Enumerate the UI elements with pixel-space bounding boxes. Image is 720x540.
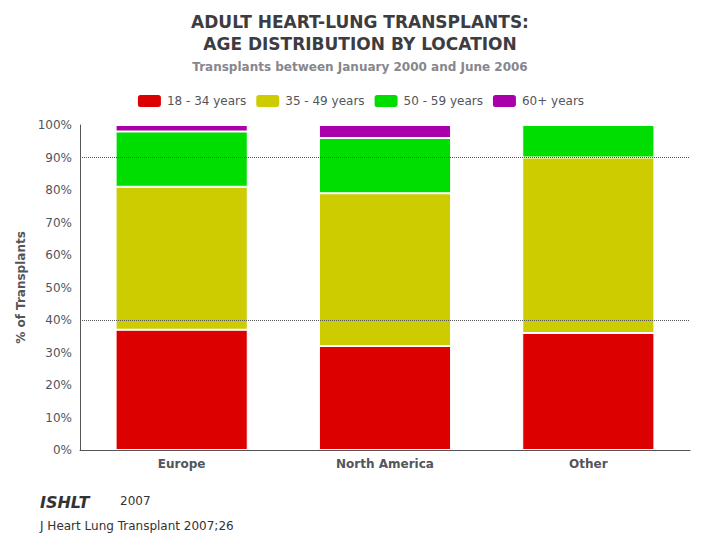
svg-text:30%: 30% [45, 346, 72, 360]
svg-text:10%: 10% [45, 411, 72, 425]
svg-text:40%: 40% [45, 313, 72, 327]
svg-text:Europe: Europe [158, 457, 206, 471]
svg-text:50 - 59 years: 50 - 59 years [404, 94, 483, 108]
svg-text:ADULT HEART-LUNG TRANSPLANTS:: ADULT HEART-LUNG TRANSPLANTS: [191, 12, 529, 32]
svg-text:20%: 20% [45, 378, 72, 392]
svg-text:18 - 34 years: 18 - 34 years [167, 94, 246, 108]
svg-text:60%: 60% [45, 248, 72, 262]
svg-text:AGE DISTRIBUTION BY LOCATION: AGE DISTRIBUTION BY LOCATION [203, 34, 516, 54]
svg-text:J Heart Lung Transplant 2007;2: J Heart Lung Transplant 2007;26 [39, 519, 234, 533]
svg-text:60+ years: 60+ years [522, 94, 584, 108]
svg-text:100%: 100% [38, 118, 72, 132]
svg-text:35 - 49 years: 35 - 49 years [285, 94, 364, 108]
svg-text:% of Transplants: % of Transplants [14, 231, 28, 344]
svg-text:Transplants between January 20: Transplants between January 2000 and Jun… [192, 60, 527, 74]
svg-text:50%: 50% [45, 281, 72, 295]
svg-text:80%: 80% [45, 183, 72, 197]
svg-text:ISHLT: ISHLT [40, 493, 90, 512]
svg-text:90%: 90% [45, 151, 72, 165]
svg-text:Other: Other [569, 457, 608, 471]
svg-text:70%: 70% [45, 216, 72, 230]
svg-text:0%: 0% [53, 443, 72, 457]
svg-text:2007: 2007 [120, 494, 151, 508]
svg-text:North America: North America [336, 457, 434, 471]
